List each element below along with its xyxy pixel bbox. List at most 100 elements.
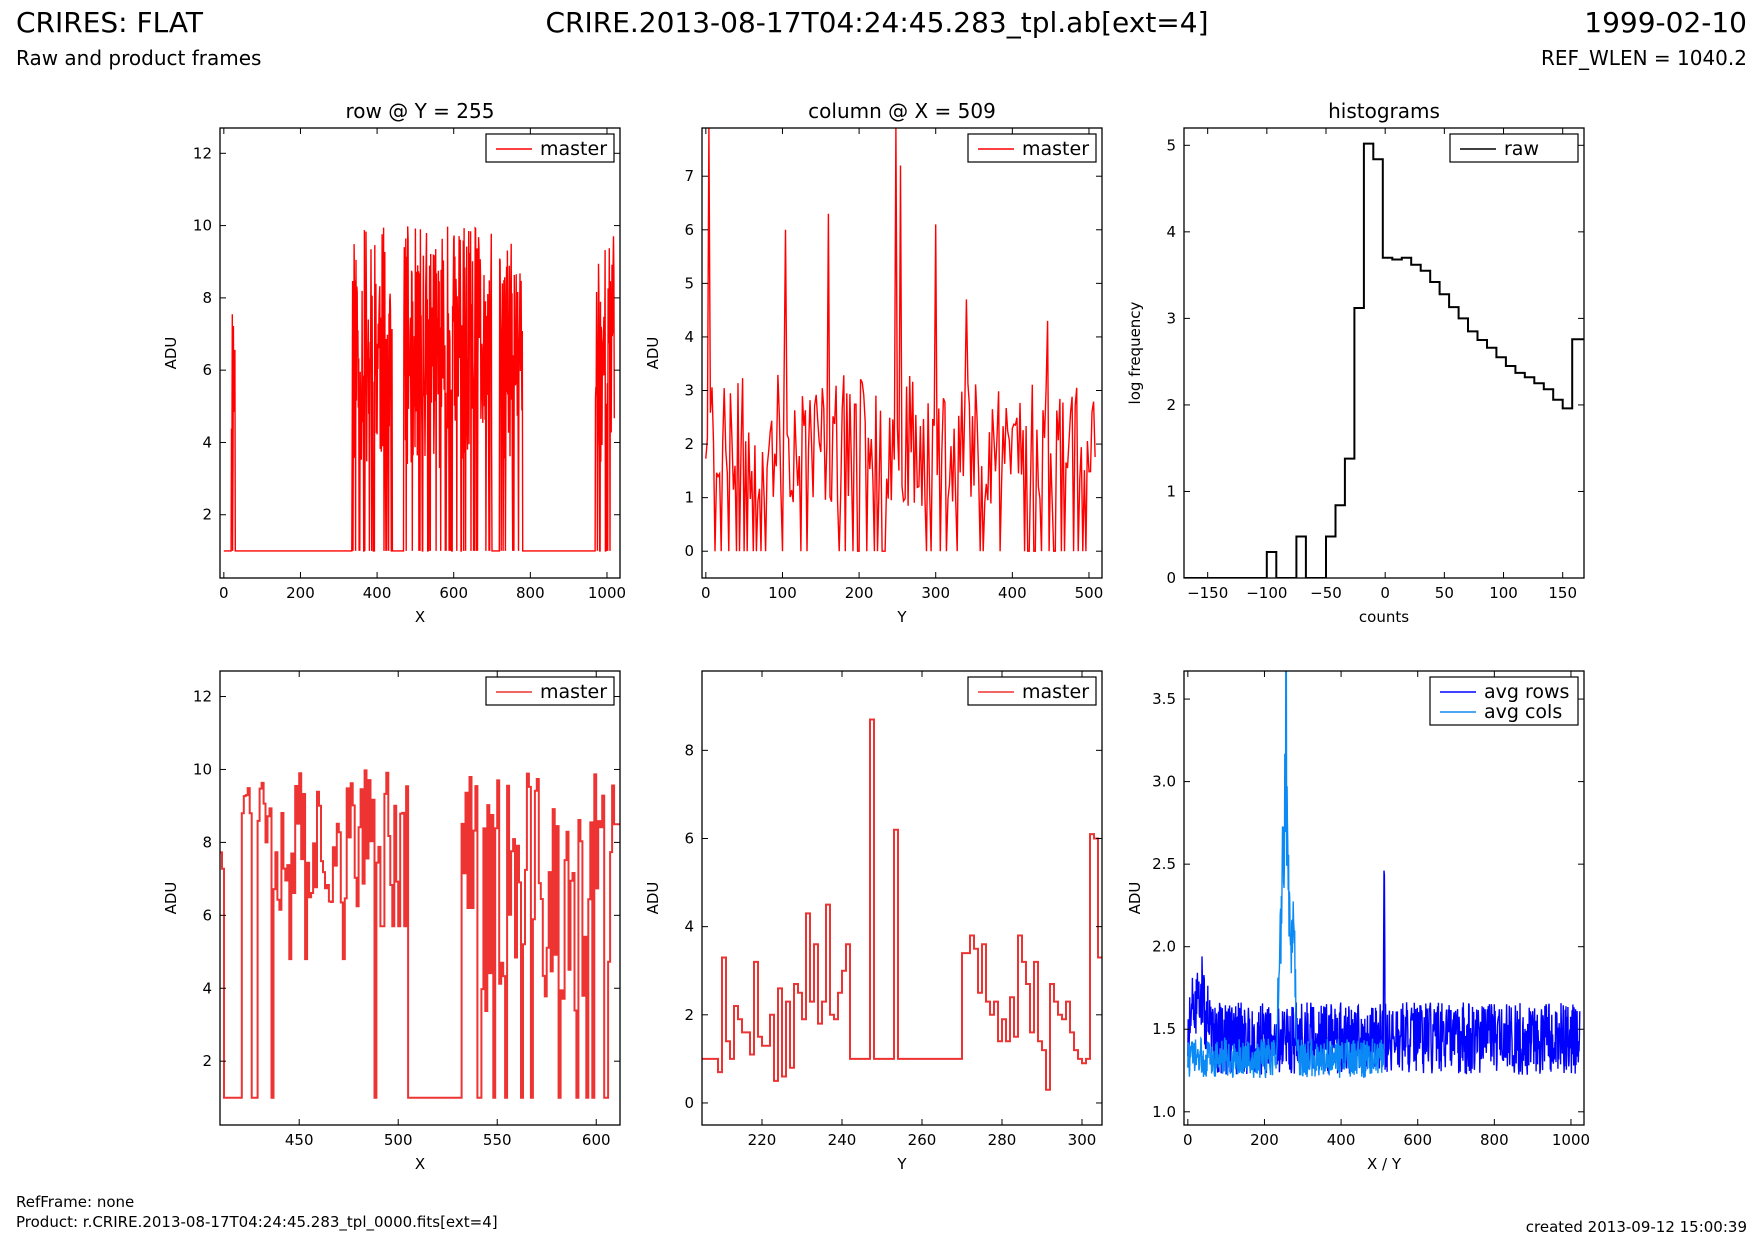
y-tick-label: 4: [1166, 223, 1176, 241]
y-axis-label: ADU: [162, 337, 180, 370]
x-tick-label: 800: [1480, 1131, 1509, 1149]
y-tick-label: 12: [193, 688, 212, 706]
y-axis-label: ADU: [644, 337, 662, 370]
y-tick-label: 1.0: [1152, 1103, 1176, 1121]
x-tick-label: 400: [998, 584, 1027, 602]
x-tick-label: 600: [582, 1131, 611, 1149]
x-tick-label: 550: [483, 1131, 512, 1149]
y-tick-label: 4: [684, 918, 694, 936]
x-tick-label: 200: [845, 584, 874, 602]
x-tick-label: 200: [286, 584, 315, 602]
legend: master: [485, 676, 615, 706]
chart-histograms: −150 −100 −50 0 50 100 150 0 1 2 3 4 5 histograms coun…: [1126, 99, 1585, 626]
chart-column: 0 100 200 300 400 500 0 1 2 3 4 5 6 7 column @ X = 509…: [644, 99, 1103, 626]
y-tick-label: 0: [684, 1094, 694, 1112]
plot-frame: [701, 670, 1103, 1126]
y-tick-label: 3.0: [1152, 773, 1176, 791]
observation-date: 1999-02-10: [1584, 6, 1747, 39]
legend-label: master: [1022, 138, 1089, 160]
y-tick-label: 8: [684, 741, 694, 759]
legend-frame: [967, 676, 1097, 706]
y-tick-label: 6: [684, 221, 694, 239]
x-tick-label: 600: [439, 584, 468, 602]
x-tick-label: 300: [1068, 1131, 1097, 1149]
legend: master: [967, 133, 1097, 163]
x-tick-label: 100: [768, 584, 797, 602]
created-timestamp: created 2013-09-12 15:00:39: [1525, 1218, 1747, 1236]
series-master: [220, 769, 620, 1099]
x-tick-label: 450: [285, 1131, 314, 1149]
y-tick-label: 5: [684, 274, 694, 292]
plot-frame: [219, 127, 621, 579]
y-tick-label: 3: [684, 382, 694, 400]
plot-frame: [219, 670, 621, 1126]
legend-label: master: [540, 138, 607, 160]
x-tick-label: 150: [1548, 584, 1577, 602]
series-master: [705, 128, 1096, 552]
y-tick-label: 0: [1166, 569, 1176, 587]
legend-label: raw: [1504, 138, 1539, 160]
plot-frame: [1183, 670, 1585, 1126]
y-tick-label: 4: [202, 979, 212, 997]
x-axis-label: X: [415, 608, 425, 626]
y-tick-label: 3: [1166, 309, 1176, 327]
y-tick-label: 6: [202, 906, 212, 924]
y-tick-label: 4: [202, 433, 212, 451]
y-tick-label: 1.5: [1152, 1020, 1176, 1038]
x-axis-label: X: [415, 1155, 425, 1173]
y-tick-label: 2: [1166, 396, 1176, 414]
legend: master: [485, 133, 615, 163]
y-axis-label: ADU: [162, 882, 180, 915]
x-tick-label: 0: [701, 584, 711, 602]
x-tick-label: 800: [516, 584, 545, 602]
x-axis-label: X / Y: [1367, 1155, 1402, 1173]
y-tick-label: 5: [1166, 136, 1176, 154]
legend-label: master: [1022, 681, 1089, 703]
x-tick-label: 0: [219, 584, 229, 602]
x-tick-label: −100: [1246, 584, 1287, 602]
y-tick-label: 2: [684, 435, 694, 453]
y-tick-label: 10: [193, 217, 212, 235]
legend-frame: [967, 133, 1097, 163]
x-tick-label: 300: [921, 584, 950, 602]
legend-label: avg cols: [1484, 701, 1562, 723]
y-tick-label: 1: [684, 489, 694, 507]
x-tick-label: 240: [828, 1131, 857, 1149]
x-axis-label: Y: [896, 608, 907, 626]
x-tick-label: −50: [1310, 584, 1342, 602]
y-tick-label: 1: [1166, 482, 1176, 500]
x-tick-label: 0: [1183, 1131, 1193, 1149]
y-tick-label: 0: [684, 542, 694, 560]
series-master: [702, 718, 1102, 1091]
chart-column-zoom: 220 240 260 280 300 0 2 4 6 8 Y ADU master: [644, 670, 1103, 1173]
legend-frame: [1449, 133, 1579, 163]
y-tick-label: 7: [684, 167, 694, 185]
legend-label: master: [540, 681, 607, 703]
y-tick-label: 4: [684, 328, 694, 346]
x-axis-label: counts: [1359, 608, 1409, 626]
y-tick-label: 8: [202, 289, 212, 307]
chart-title: histograms: [1328, 99, 1440, 123]
y-tick-label: 2: [202, 1052, 212, 1070]
y-tick-label: 2.5: [1152, 855, 1176, 873]
y-tick-label: 2: [684, 1006, 694, 1024]
y-axis-label: ADU: [644, 882, 662, 915]
x-tick-label: 50: [1435, 584, 1454, 602]
x-tick-label: 1000: [1552, 1131, 1590, 1149]
y-tick-label: 2.0: [1152, 938, 1176, 956]
x-tick-label: 600: [1403, 1131, 1432, 1149]
y-tick-label: 2: [202, 506, 212, 524]
figure-subtitle: Raw and product frames: [16, 46, 262, 70]
ref-frame-note: RefFrame: none: [16, 1193, 135, 1211]
y-tick-label: 6: [202, 361, 212, 379]
chart-title: row @ Y = 255: [346, 99, 495, 123]
y-tick-label: 6: [684, 829, 694, 847]
legend-frame: [1429, 676, 1579, 726]
x-tick-label: 1000: [588, 584, 626, 602]
series-raw: [1184, 142, 1584, 578]
x-tick-label: 100: [1489, 584, 1518, 602]
figure-title: CRIRES: FLAT: [16, 6, 203, 39]
series-avg-cols: [1187, 671, 1385, 1079]
x-tick-label: 280: [988, 1131, 1017, 1149]
